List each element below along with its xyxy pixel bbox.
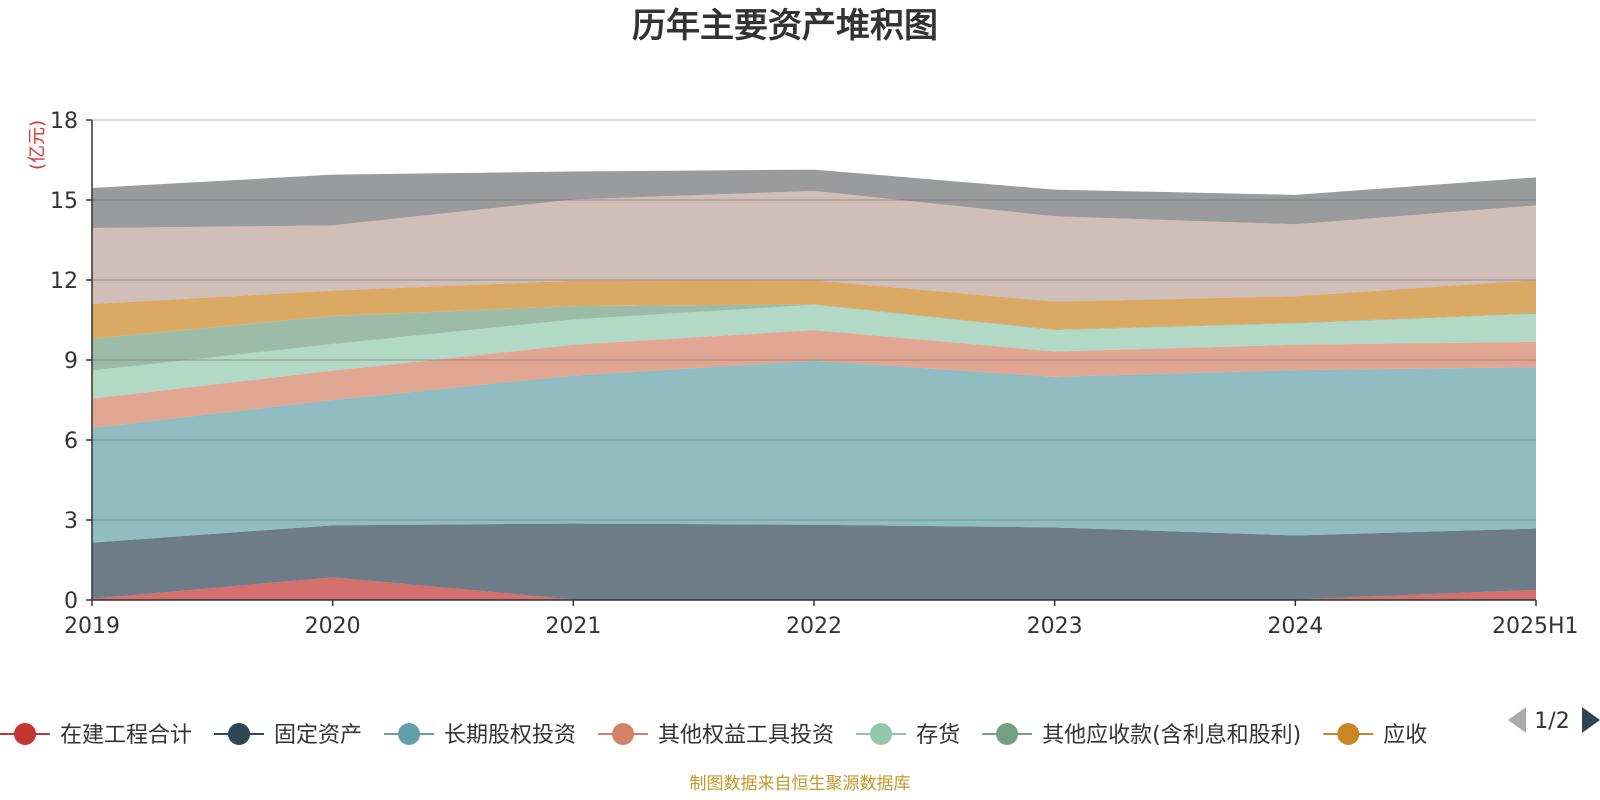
area-series-5 [92,304,1536,399]
legend-dot-icon [870,723,893,745]
x-tick-label: 2020 [305,614,361,639]
legend-item[interactable]: 其他应收款(含利息和股利) [982,723,1301,748]
legend-item[interactable]: 应收 [1323,723,1427,748]
legend-dot-icon [398,723,421,745]
legend-next-icon[interactable] [1582,707,1600,733]
area-series-7 [92,280,1536,339]
y-tick-labels: 0 3 6 9 12 15 18 [50,109,78,614]
y-tick-label: 6 [64,429,78,454]
legend-label: 固定资产 [274,723,362,748]
legend-item[interactable]: 其他权益工具投资 [598,723,834,748]
legend-item[interactable]: 固定资产 [214,723,362,748]
y-tick-label: 12 [50,269,78,294]
legend-label: 存货 [916,723,960,748]
legend-label: 在建工程合计 [60,723,192,748]
y-tick-label: 15 [50,189,78,214]
legend-item[interactable]: 存货 [856,723,960,748]
grid-lines [92,119,1536,521]
legend-label: 长期股权投资 [444,723,576,748]
source-note: 制图数据来自恒生聚源数据库 [690,774,911,794]
y-axis-unit: (亿元) [27,120,48,170]
legend-dot-icon [996,723,1019,745]
x-tick-label: 2019 [64,614,120,639]
legend-item[interactable]: 在建工程合计 [0,723,192,748]
y-tick-label: 0 [64,589,78,614]
area-series-9 [92,169,1536,228]
y-tick-label: 18 [50,109,78,134]
y-tick-label: 3 [64,509,78,534]
chart-title: 历年主要资产堆积图 [632,6,938,46]
legend-prev-icon[interactable] [1508,707,1526,733]
area-layers [92,169,1536,600]
area-series-1 [92,577,1536,600]
area-series-6 [92,304,1536,371]
area-series-4 [92,330,1536,428]
legend-item[interactable]: 长期股权投资 [384,723,576,748]
x-tick-labels: 2019 2020 2021 2022 2023 2024 2025H1 [64,614,1579,639]
x-tick-label: 2024 [1267,614,1323,639]
axes [86,119,1537,606]
x-tick-label: 2022 [786,614,842,639]
legend-items: 在建工程合计 固定资产 长期股权投资 其他权益工具投资 存货 其他应收款(含利息和股利) 应… [0,723,1427,748]
legend-dot-icon [1337,723,1360,745]
legend-pager: 1/2 [1508,707,1600,734]
y-tick-label: 9 [64,349,78,374]
area-series-8 [92,190,1536,304]
x-tick-label: 2023 [1027,614,1083,639]
legend-label: 其他应收款(含利息和股利) [1042,723,1301,748]
legend-dot-icon [14,723,36,745]
x-tick-label: 2025H1 [1492,614,1579,639]
legend-label: 其他权益工具投资 [658,723,834,748]
legend: 在建工程合计 固定资产 长期股权投资 其他权益工具投资 存货 其他应收款(含利息和股利) 应… [0,723,1427,748]
legend-dot-icon [612,723,635,745]
legend-label: 应收 [1383,723,1427,748]
area-series-3 [92,360,1536,543]
area-series-2 [92,523,1536,600]
legend-dot-icon [228,723,251,745]
legend-page-indicator: 1/2 [1534,709,1569,734]
x-tick-label: 2021 [545,614,601,639]
